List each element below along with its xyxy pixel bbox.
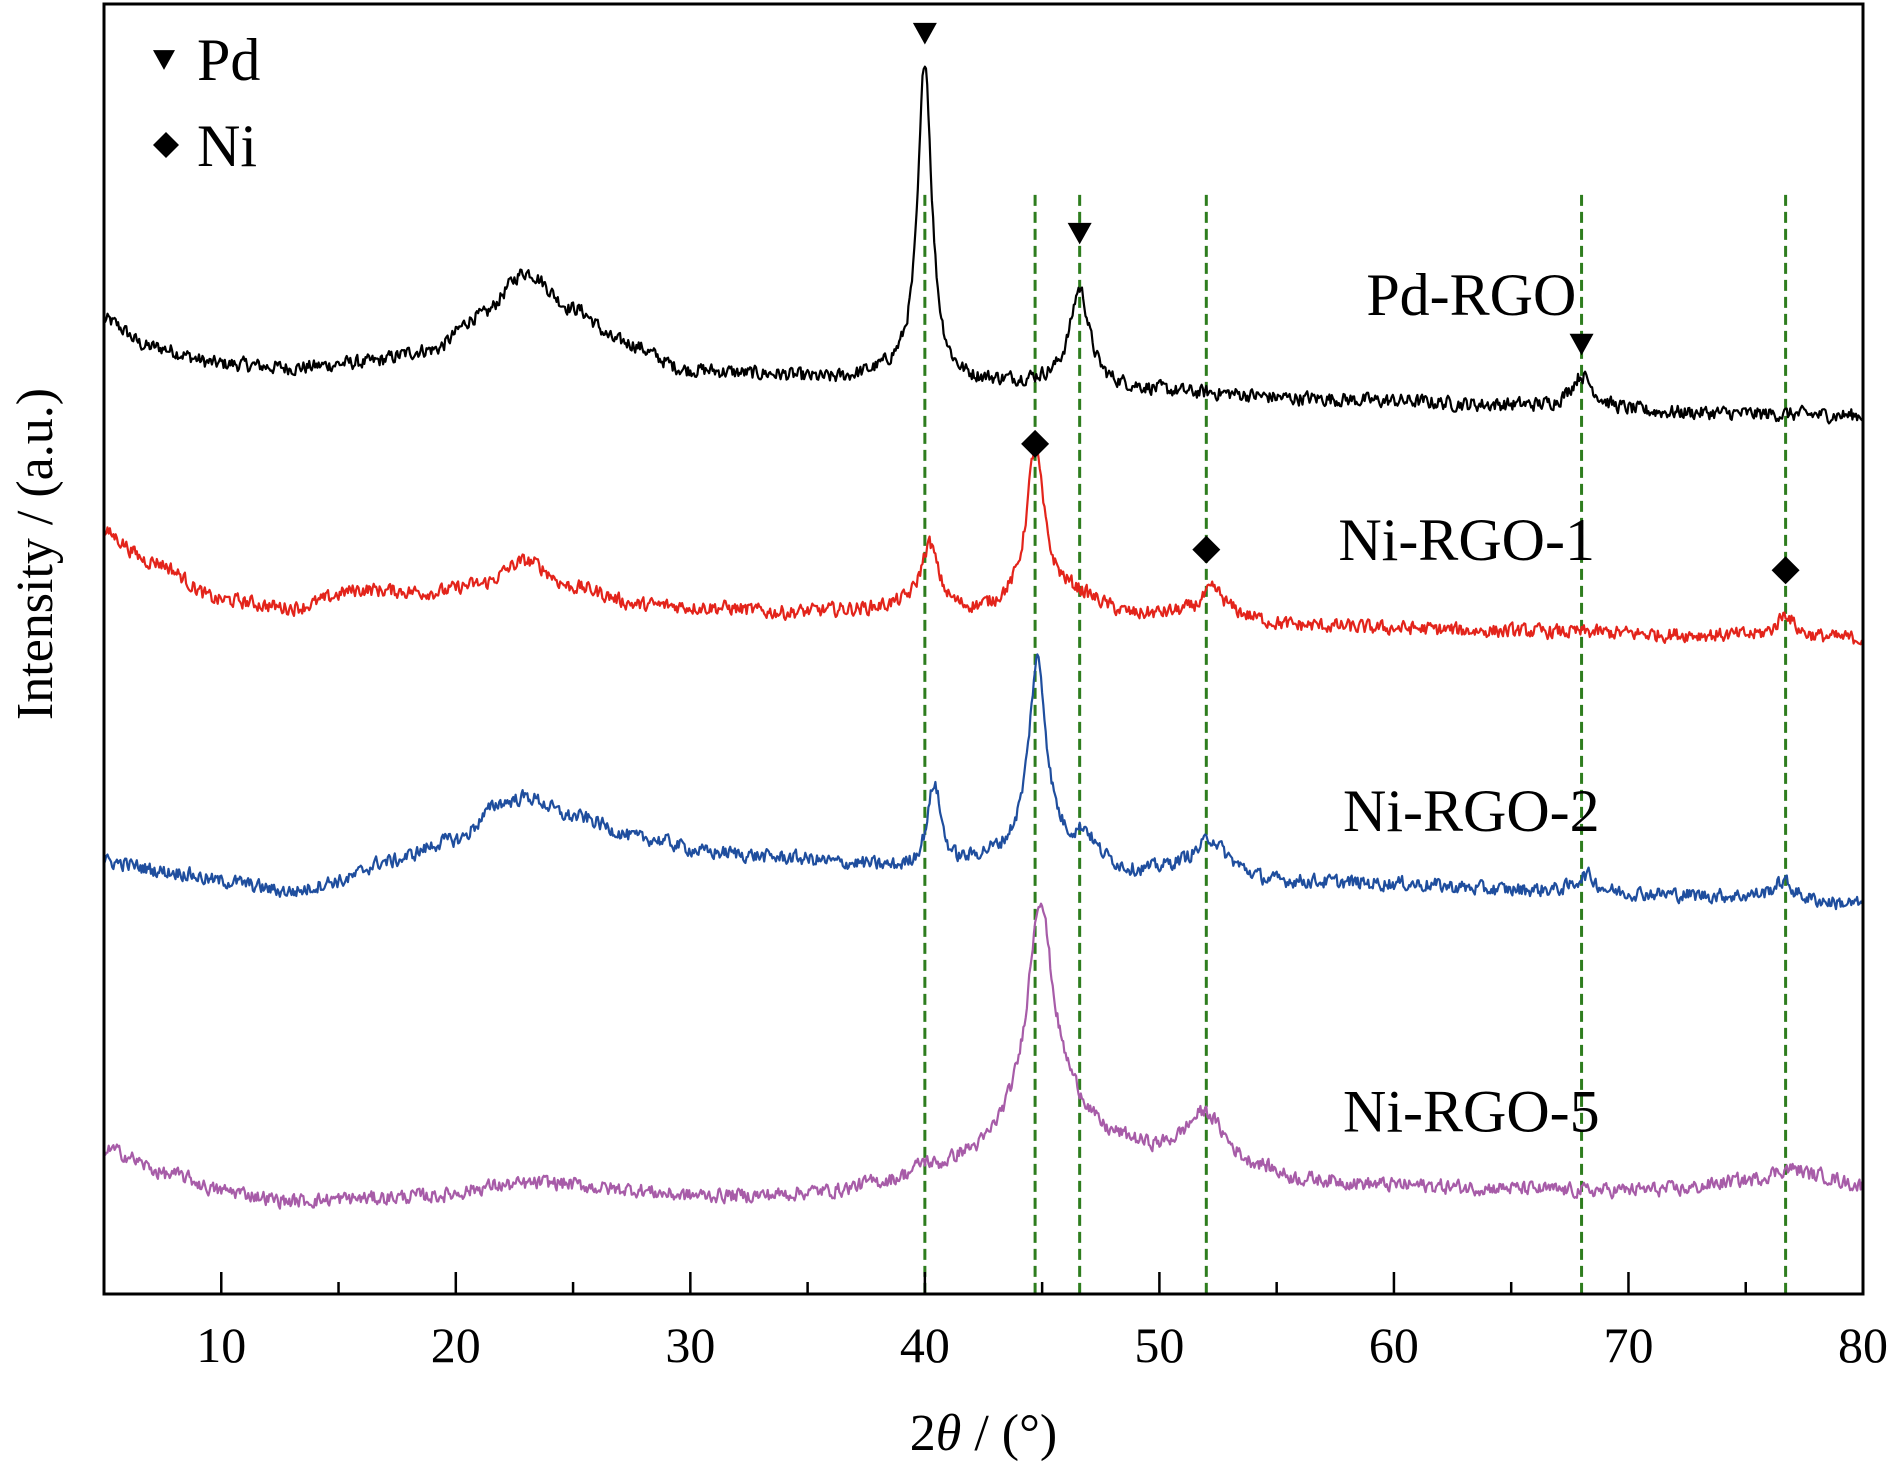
x-tick-label-30: 30 xyxy=(665,1317,715,1373)
ni-marker-ni-rgo-1-1 xyxy=(1021,429,1050,458)
peak-markers xyxy=(912,22,1800,585)
x-tick-label-20: 20 xyxy=(431,1317,481,1373)
series-label-ni-rgo-5: Ni-RGO-5 xyxy=(1343,1078,1600,1144)
legend-label-pd: Pd xyxy=(197,27,260,93)
legend-diamond-icon xyxy=(153,132,179,158)
plot-frame xyxy=(102,2,1865,1296)
x-axis-title-prefix: 2 xyxy=(910,1405,936,1462)
x-tick-label-50: 50 xyxy=(1134,1317,1184,1373)
x-tick-label-80: 80 xyxy=(1838,1317,1888,1373)
legend: Pd Ni xyxy=(153,27,260,179)
reference-lines xyxy=(923,194,1788,1294)
x-axis-title-symbol: θ xyxy=(936,1405,962,1462)
series-line-pd-rgo xyxy=(102,65,1864,425)
series-line-ni-rgo-5 xyxy=(102,902,1864,1210)
x-axis-title-suffix: / (°) xyxy=(961,1405,1057,1462)
series-label-pd-rgo: Pd-RGO xyxy=(1366,262,1576,328)
pd-marker-pd-rgo-3 xyxy=(1569,333,1594,356)
legend-label-ni: Ni xyxy=(197,113,257,179)
series-line-ni-rgo-1 xyxy=(102,444,1864,646)
series-labels: Pd-RGO Ni-RGO-1 Ni-RGO-2 Ni-RGO-5 xyxy=(1338,262,1599,1145)
x-tick-label-60: 60 xyxy=(1369,1317,1419,1373)
x-tick-label-10: 10 xyxy=(196,1317,246,1373)
x-tick-label-40: 40 xyxy=(900,1317,950,1373)
ni-marker-ni-rgo-1-2 xyxy=(1192,535,1221,564)
y-axis-title: Intensity / (a.u.) xyxy=(7,388,64,720)
series-label-ni-rgo-2: Ni-RGO-2 xyxy=(1343,778,1600,844)
x-tick-label-70: 70 xyxy=(1603,1317,1653,1373)
pd-marker-pd-rgo-2 xyxy=(1067,222,1092,245)
ni-marker-ni-rgo-1-3 xyxy=(1771,556,1800,585)
x-axis-title: 2θ / (°) xyxy=(910,1405,1057,1462)
plot-series xyxy=(102,65,1865,1210)
series-line-ni-rgo-2 xyxy=(102,653,1865,911)
pd-marker-pd-rgo-1 xyxy=(912,22,937,45)
x-ticks: 10 20 30 40 50 60 70 80 xyxy=(196,1272,1888,1373)
legend-triangle-icon xyxy=(153,50,175,70)
series-label-ni-rgo-1: Ni-RGO-1 xyxy=(1338,507,1595,573)
